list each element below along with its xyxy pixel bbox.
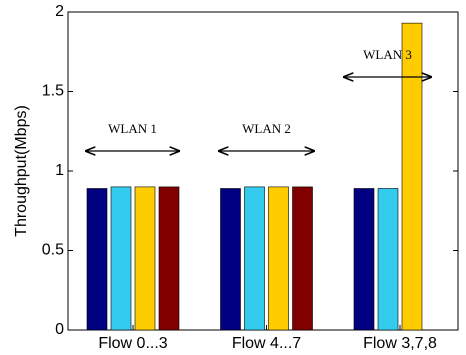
y-tick-label: 1.5 bbox=[42, 83, 64, 100]
bar bbox=[377, 188, 399, 331]
x-tick-label: Flow 0...3 bbox=[98, 335, 167, 352]
x-tick-label: Flow 4...7 bbox=[232, 335, 301, 352]
bar bbox=[134, 186, 156, 331]
bar bbox=[158, 186, 180, 331]
annotation: WLAN 2 bbox=[242, 121, 291, 136]
bar bbox=[110, 186, 132, 331]
x-tick-label: Flow 3,7,8 bbox=[363, 335, 437, 352]
bar bbox=[401, 22, 423, 331]
y-axis-label: Throughput(Mbps) bbox=[13, 105, 30, 237]
y-tick-label: 0.5 bbox=[42, 242, 64, 259]
bar bbox=[292, 186, 313, 331]
bar bbox=[244, 186, 265, 331]
y-tick-label: 2 bbox=[55, 3, 64, 20]
y-tick-label: 0 bbox=[55, 321, 64, 338]
bar bbox=[220, 188, 241, 331]
annotation: WLAN 1 bbox=[108, 121, 157, 136]
bar bbox=[353, 188, 375, 331]
bar bbox=[86, 188, 108, 331]
annotation: WLAN 3 bbox=[363, 47, 412, 62]
bar bbox=[268, 186, 289, 331]
y-tick-label: 1 bbox=[55, 162, 64, 179]
